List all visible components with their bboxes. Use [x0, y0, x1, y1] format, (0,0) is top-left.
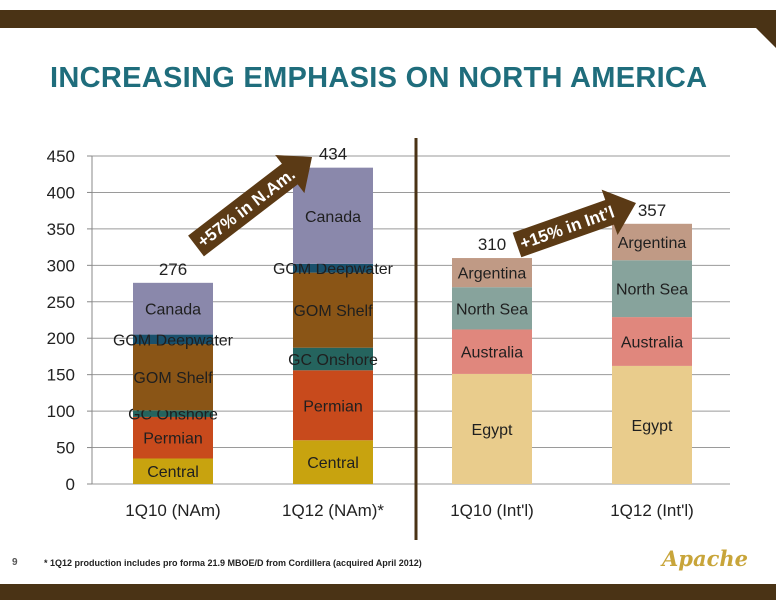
segment-label: GOM Deepwater — [113, 332, 234, 349]
bar-segment — [293, 263, 373, 273]
bar-segment — [612, 223, 692, 261]
bar-segment — [133, 458, 213, 484]
segment-label: Canada — [305, 209, 361, 226]
bar-segment — [612, 365, 692, 484]
total-label: 310 — [478, 235, 506, 254]
segment-label: Argentina — [458, 266, 527, 283]
annotation-label: +57% in N.Am. — [194, 165, 299, 252]
x-tick-label: 1Q12 (Int'l) — [610, 501, 694, 520]
segment-label: GOM Shelf — [133, 370, 213, 387]
x-tick-label: 1Q10 (NAm) — [125, 501, 220, 520]
bar-segment — [293, 347, 373, 371]
segment-label: GOM Shelf — [293, 303, 373, 320]
x-tick-label: 1Q10 (Int'l) — [450, 501, 534, 520]
segment-label: Argentina — [618, 235, 687, 252]
bar-segment — [612, 260, 692, 318]
segment-label: Egypt — [472, 422, 513, 439]
bar-segment — [293, 370, 373, 441]
y-tick-label: 200 — [47, 329, 75, 348]
segment-label: Permian — [143, 431, 203, 448]
bar-segment — [452, 373, 532, 484]
bar-segment — [452, 329, 532, 374]
x-tick-label: 1Q12 (NAm)* — [282, 501, 384, 520]
footnote: * 1Q12 production includes pro forma 21.… — [44, 558, 422, 568]
bottom-border-bar — [0, 584, 776, 600]
segment-label: Central — [307, 455, 359, 472]
y-tick-label: 250 — [47, 293, 75, 312]
segment-label: North Sea — [616, 282, 688, 299]
y-tick-label: 400 — [47, 183, 75, 202]
bar-segment — [452, 287, 532, 330]
bar-segment — [133, 416, 213, 459]
bar-segment — [612, 317, 692, 366]
y-tick-label: 450 — [47, 147, 75, 166]
bar-segment — [293, 440, 373, 484]
arrow-shape — [188, 155, 312, 257]
bar-segment — [452, 258, 532, 288]
bar-segment — [293, 272, 373, 348]
bar-segment — [133, 344, 213, 411]
page-number: 9 — [12, 557, 18, 568]
segment-label: Australia — [621, 335, 683, 352]
bar-segment — [133, 410, 213, 417]
top-corner-fold — [756, 28, 776, 48]
company-logo: Apache — [662, 546, 748, 571]
segment-label: North Sea — [456, 301, 528, 318]
top-border-bar — [0, 10, 776, 28]
arrow-shape — [512, 189, 637, 258]
segment-label: Egypt — [632, 418, 673, 435]
bar-segment — [133, 334, 213, 345]
y-tick-label: 100 — [47, 402, 75, 421]
total-label: 276 — [159, 260, 187, 279]
segment-label: Australia — [461, 345, 523, 362]
total-label: 357 — [638, 201, 666, 220]
y-tick-label: 300 — [47, 256, 75, 275]
bar-segment — [133, 282, 213, 335]
segment-label: GC Onshore — [288, 352, 378, 369]
segment-label: Canada — [145, 302, 201, 319]
segment-label: GC Onshore — [128, 407, 218, 424]
segment-label: Permian — [303, 398, 363, 415]
segment-label: Central — [147, 464, 199, 481]
y-tick-label: 150 — [47, 366, 75, 385]
segment-label: GOM Deepwater — [273, 261, 394, 278]
y-tick-label: 50 — [56, 439, 75, 458]
total-label: 434 — [319, 145, 347, 164]
y-tick-label: 350 — [47, 220, 75, 239]
y-tick-label: 0 — [66, 475, 75, 494]
slide-title: INCREASING EMPHASIS ON NORTH AMERICA — [50, 62, 708, 94]
